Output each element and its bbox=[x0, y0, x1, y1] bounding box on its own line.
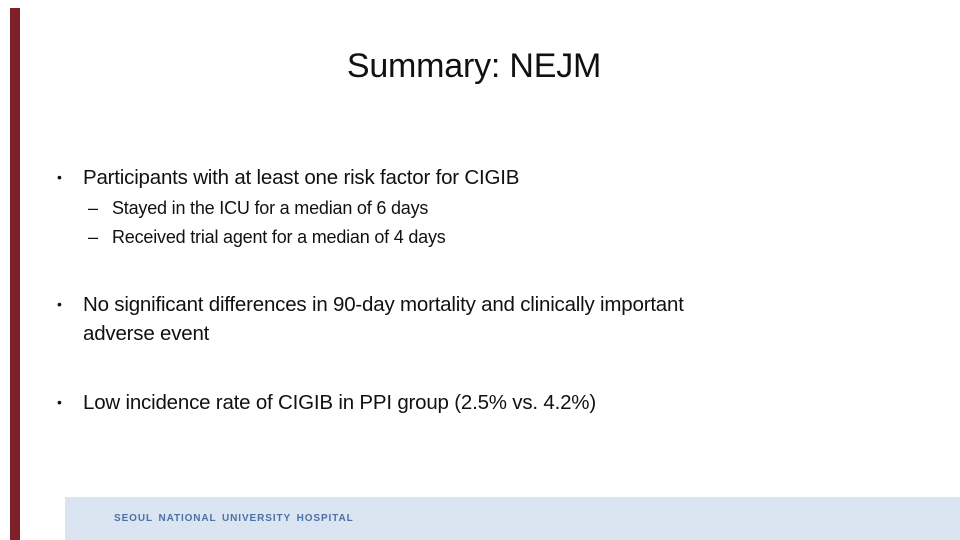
left-accent-bar bbox=[10, 8, 20, 540]
bullet-icon: • bbox=[57, 169, 62, 185]
bullet-icon: • bbox=[57, 394, 62, 410]
sub-bullet-text-1: Stayed in the ICU for a median of 6 days bbox=[112, 198, 429, 218]
bullet-icon: • bbox=[57, 296, 62, 312]
bullet-text-1: Participants with at least one risk fact… bbox=[83, 166, 520, 189]
bullet-text-2: No significant differences in 90-day mor… bbox=[83, 293, 684, 345]
sub-bullet-item-2: – Received trial agent for a median of 4… bbox=[88, 224, 446, 250]
sub-bullet-text-2: Received trial agent for a median of 4 d… bbox=[112, 227, 446, 247]
slide-title: Summary: NEJM bbox=[346, 47, 602, 85]
footer-text: SEOUL NATIONAL UNIVERSITY HOSPITAL bbox=[114, 513, 354, 524]
bullet-item-1: • Participants with at least one risk fa… bbox=[57, 163, 519, 192]
bullet-item-2: • No significant differences in 90-day m… bbox=[57, 290, 684, 348]
dash-icon: – bbox=[88, 198, 98, 218]
dash-icon: – bbox=[88, 227, 98, 247]
bullet-text-3: Low incidence rate of CIGIB in PPI group… bbox=[83, 391, 596, 414]
sub-bullet-item-1: – Stayed in the ICU for a median of 6 da… bbox=[88, 195, 428, 221]
footer-bar: SEOUL NATIONAL UNIVERSITY HOSPITAL bbox=[65, 497, 960, 540]
bullet-item-3: • Low incidence rate of CIGIB in PPI gro… bbox=[57, 388, 596, 417]
